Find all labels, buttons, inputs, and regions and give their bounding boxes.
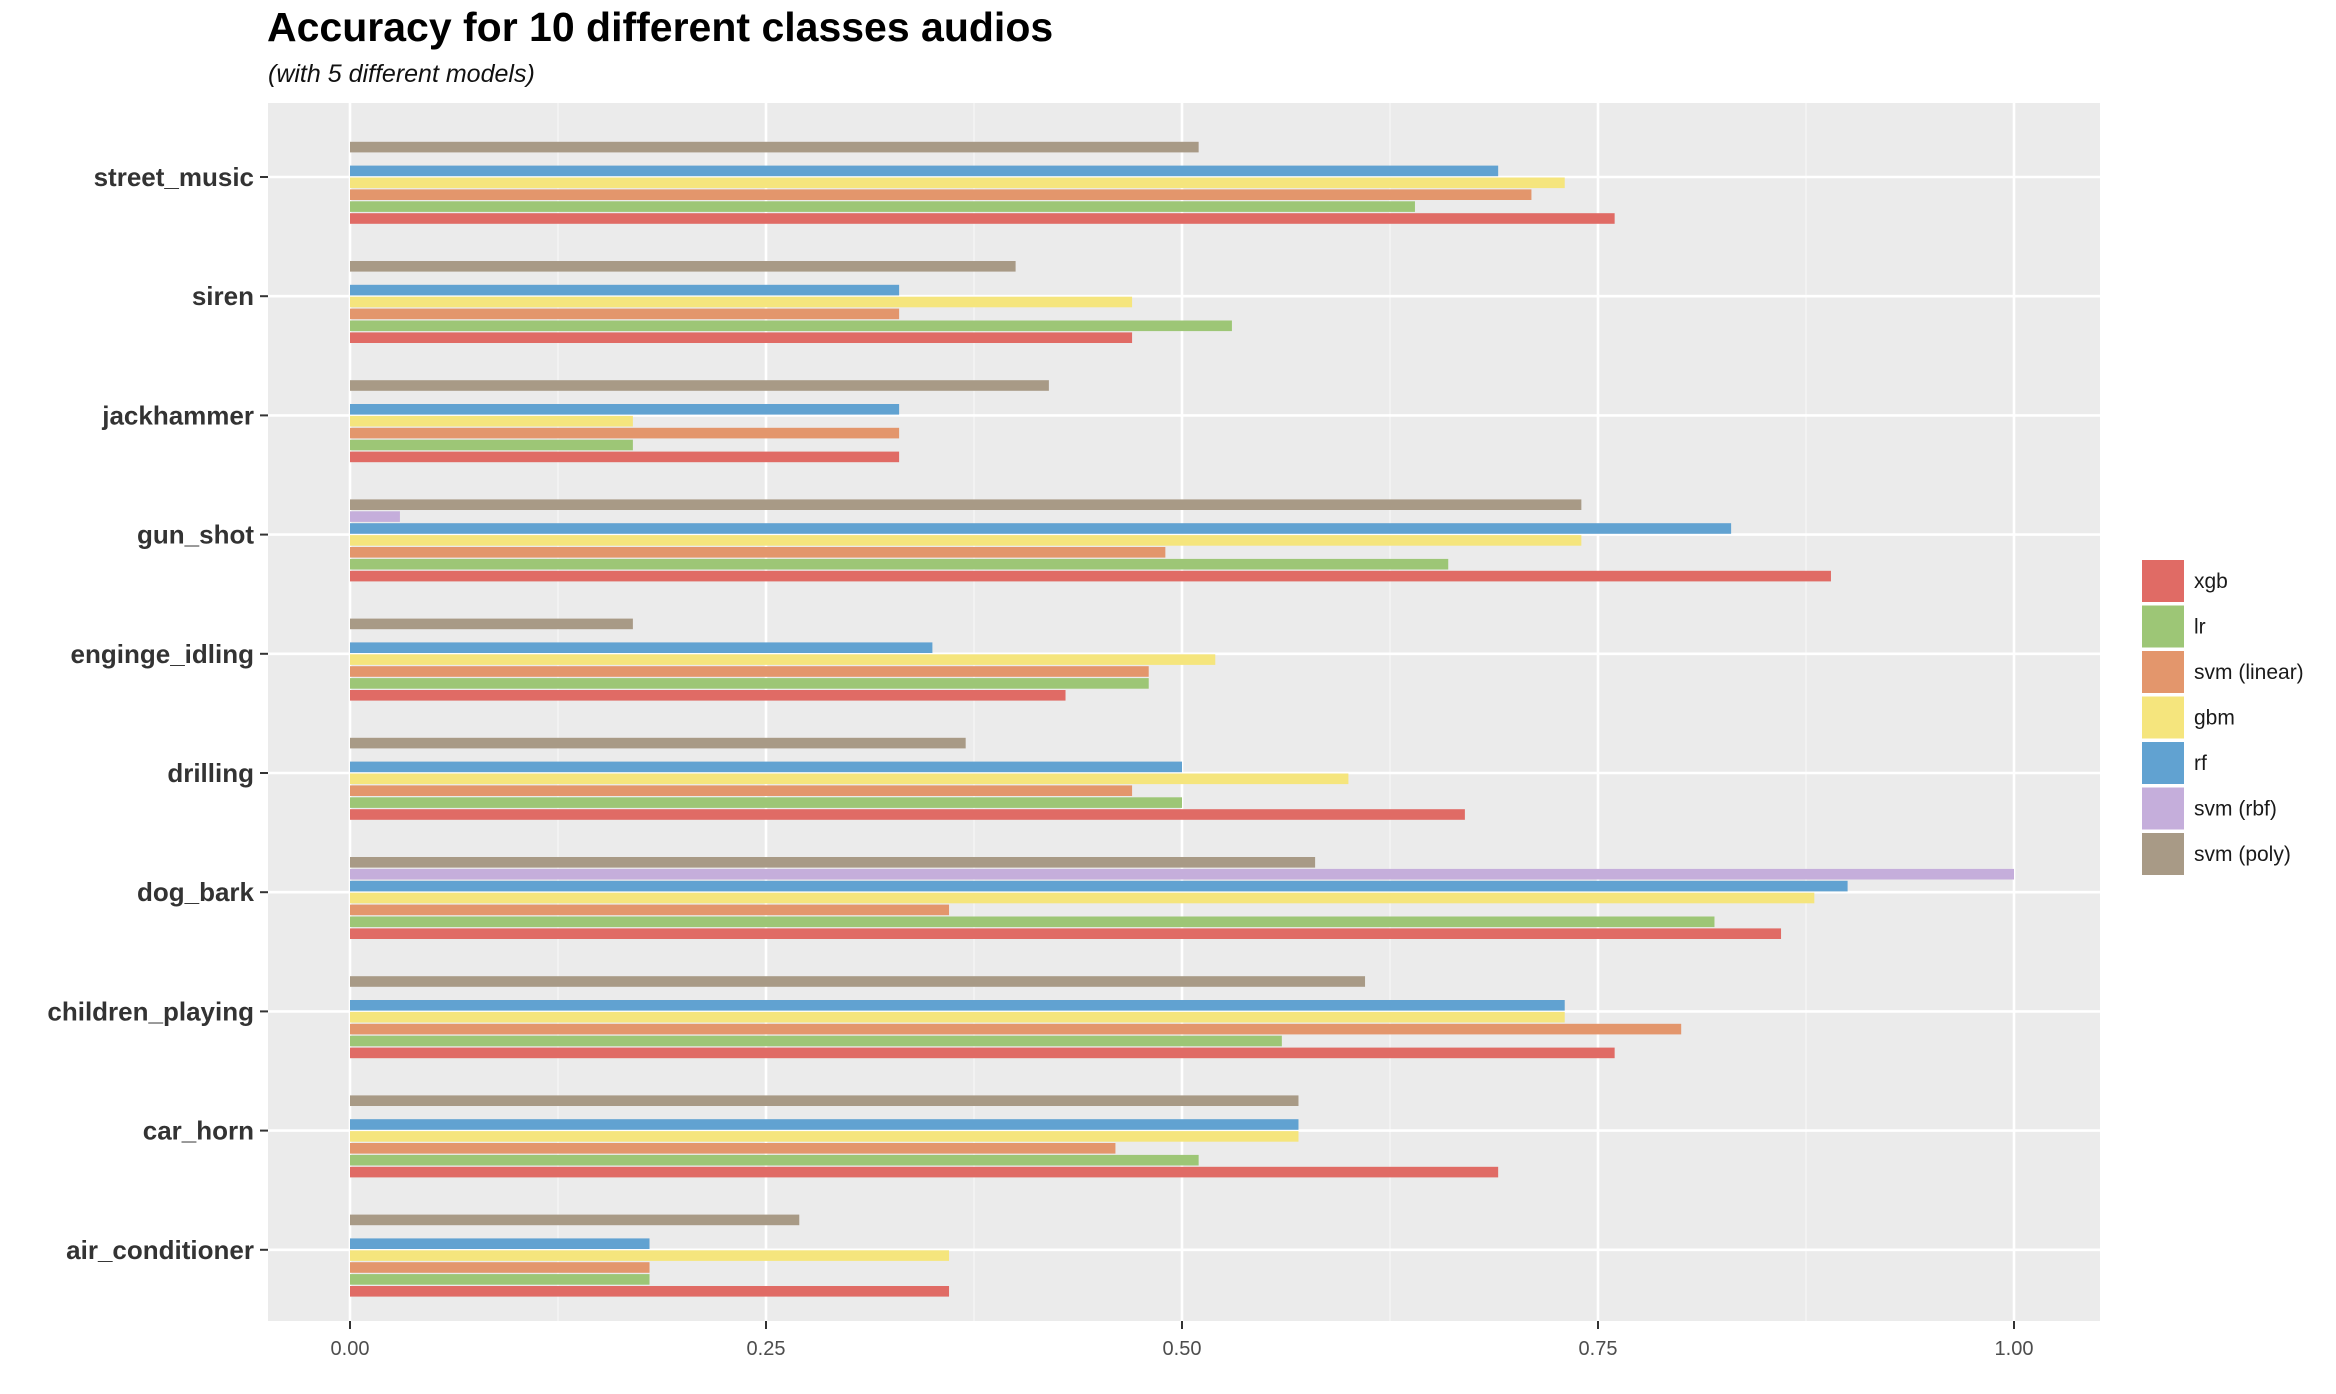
bar-rf-enginge_idling — [350, 642, 933, 653]
legend-label: rf — [2194, 752, 2207, 775]
bar-svm-poly--car_horn — [350, 1095, 1299, 1106]
bar-gbm-car_horn — [350, 1131, 1299, 1142]
bar-svm-poly--dog_bark — [350, 857, 1316, 868]
legend-key-lr — [2142, 605, 2184, 648]
bar-xgb-children_playing — [350, 1047, 1615, 1059]
bar-svm-linear--air_conditioner — [350, 1262, 650, 1273]
bar-svm-linear--children_playing — [350, 1023, 1682, 1035]
legend-label: gbm — [2194, 707, 2235, 730]
legend-label: svm (rbf) — [2194, 798, 2277, 821]
legend-key-svm-rbf- — [2142, 787, 2184, 830]
bar-lr-jackhammer — [350, 439, 633, 451]
bar-svm-poly--drilling — [350, 737, 966, 749]
legend-label: svm (linear) — [2194, 661, 2304, 684]
legend-label: svm (poly) — [2194, 843, 2291, 866]
y-tick-label: enginge_idling — [71, 639, 254, 669]
bar-svm-linear--dog_bark — [350, 904, 950, 916]
bar-svm-poly--enginge_idling — [350, 618, 633, 630]
y-tick-label: gun_shot — [137, 520, 254, 550]
bar-rf-street_music — [350, 165, 1499, 177]
legend-key-rf — [2142, 742, 2184, 784]
bar-svm-linear--siren — [350, 308, 900, 320]
x-tick-label: 0.50 — [1163, 1338, 1202, 1360]
y-tick-label: children_playing — [47, 996, 254, 1026]
y-tick-label: car_horn — [143, 1116, 254, 1146]
bar-gbm-gun_shot — [350, 535, 1582, 546]
bar-xgb-drilling — [350, 809, 1465, 820]
bar-gbm-enginge_idling — [350, 654, 1216, 665]
bar-rf-jackhammer — [350, 404, 900, 415]
bar-gbm-children_playing — [350, 1011, 1565, 1023]
bar-gbm-drilling — [350, 773, 1349, 785]
bar-svm-rbf--gun_shot — [350, 511, 400, 522]
bar-lr-children_playing — [350, 1035, 1282, 1047]
bar-xgb-enginge_idling — [350, 690, 1066, 701]
bar-svm-rbf--dog_bark — [350, 868, 2014, 880]
y-tick-label: street_music — [94, 162, 254, 192]
grid-lines — [268, 103, 2100, 1321]
bar-rf-gun_shot — [350, 523, 1732, 534]
y-tick-label: air_conditioner — [66, 1235, 254, 1265]
bar-rf-dog_bark — [350, 880, 1848, 892]
legend-key-svm-poly- — [2142, 833, 2184, 875]
bar-rf-drilling — [350, 761, 1182, 773]
bar-lr-gun_shot — [350, 558, 1449, 570]
bar-svm-linear--enginge_idling — [350, 666, 1149, 677]
bar-gbm-dog_bark — [350, 892, 1815, 904]
bar-lr-car_horn — [350, 1154, 1199, 1166]
bar-rf-children_playing — [350, 1000, 1565, 1011]
x-tick-label: 0.25 — [747, 1338, 786, 1360]
legend-key-xgb — [2142, 560, 2184, 602]
x-tick-label: 1.00 — [1995, 1338, 2034, 1360]
bar-gbm-jackhammer — [350, 415, 633, 427]
y-tick-label: jackhammer — [101, 400, 254, 430]
legend-label: xgb — [2194, 570, 2228, 593]
chart-title: Accuracy for 10 different classes audios — [267, 4, 1054, 50]
bar-xgb-jackhammer — [350, 451, 900, 463]
bar-svm-linear--car_horn — [350, 1143, 1116, 1154]
legend-label: lr — [2194, 616, 2206, 639]
x-tick-label: 0.75 — [1579, 1338, 1618, 1360]
bar-svm-poly--air_conditioner — [350, 1214, 800, 1226]
legend-key-svm-linear- — [2142, 651, 2184, 693]
legend-key-gbm — [2142, 696, 2184, 739]
bar-gbm-air_conditioner — [350, 1250, 950, 1261]
bar-lr-drilling — [350, 797, 1182, 808]
bar-rf-air_conditioner — [350, 1238, 650, 1249]
y-tick-label: drilling — [167, 758, 254, 788]
bar-svm-poly--jackhammer — [350, 380, 1049, 391]
y-tick-label: dog_bark — [137, 877, 255, 907]
bar-xgb-gun_shot — [350, 570, 1831, 582]
bar-lr-siren — [350, 320, 1232, 332]
bar-gbm-siren — [350, 296, 1133, 308]
bar-lr-street_music — [350, 201, 1415, 212]
bars — [350, 141, 2014, 1297]
bar-lr-air_conditioner — [350, 1274, 650, 1285]
bar-svm-poly--siren — [350, 261, 1016, 272]
bar-xgb-dog_bark — [350, 928, 1782, 939]
bar-xgb-car_horn — [350, 1166, 1499, 1178]
bar-xgb-siren — [350, 332, 1133, 343]
x-tick-label: 0.00 — [331, 1338, 370, 1360]
bar-xgb-street_music — [350, 213, 1615, 224]
bar-svm-linear--gun_shot — [350, 547, 1166, 558]
bar-svm-poly--gun_shot — [350, 499, 1582, 510]
legend: xgb lr svm (linear) gbm rf svm (rbf) svm (poly… — [2142, 560, 2304, 875]
bar-svm-linear--drilling — [350, 785, 1133, 796]
bar-rf-siren — [350, 284, 900, 296]
bar-lr-enginge_idling — [350, 678, 1149, 689]
bar-svm-linear--street_music — [350, 189, 1532, 200]
bar-lr-dog_bark — [350, 916, 1715, 928]
y-tick-label: siren — [192, 281, 254, 311]
bar-svm-poly--children_playing — [350, 976, 1366, 987]
bar-rf-car_horn — [350, 1119, 1299, 1130]
bar-gbm-street_music — [350, 177, 1565, 189]
bar-xgb-air_conditioner — [350, 1286, 950, 1297]
chart-subtitle: (with 5 different models) — [268, 60, 535, 88]
bar-svm-linear--jackhammer — [350, 427, 900, 439]
bar-svm-poly--street_music — [350, 141, 1199, 153]
